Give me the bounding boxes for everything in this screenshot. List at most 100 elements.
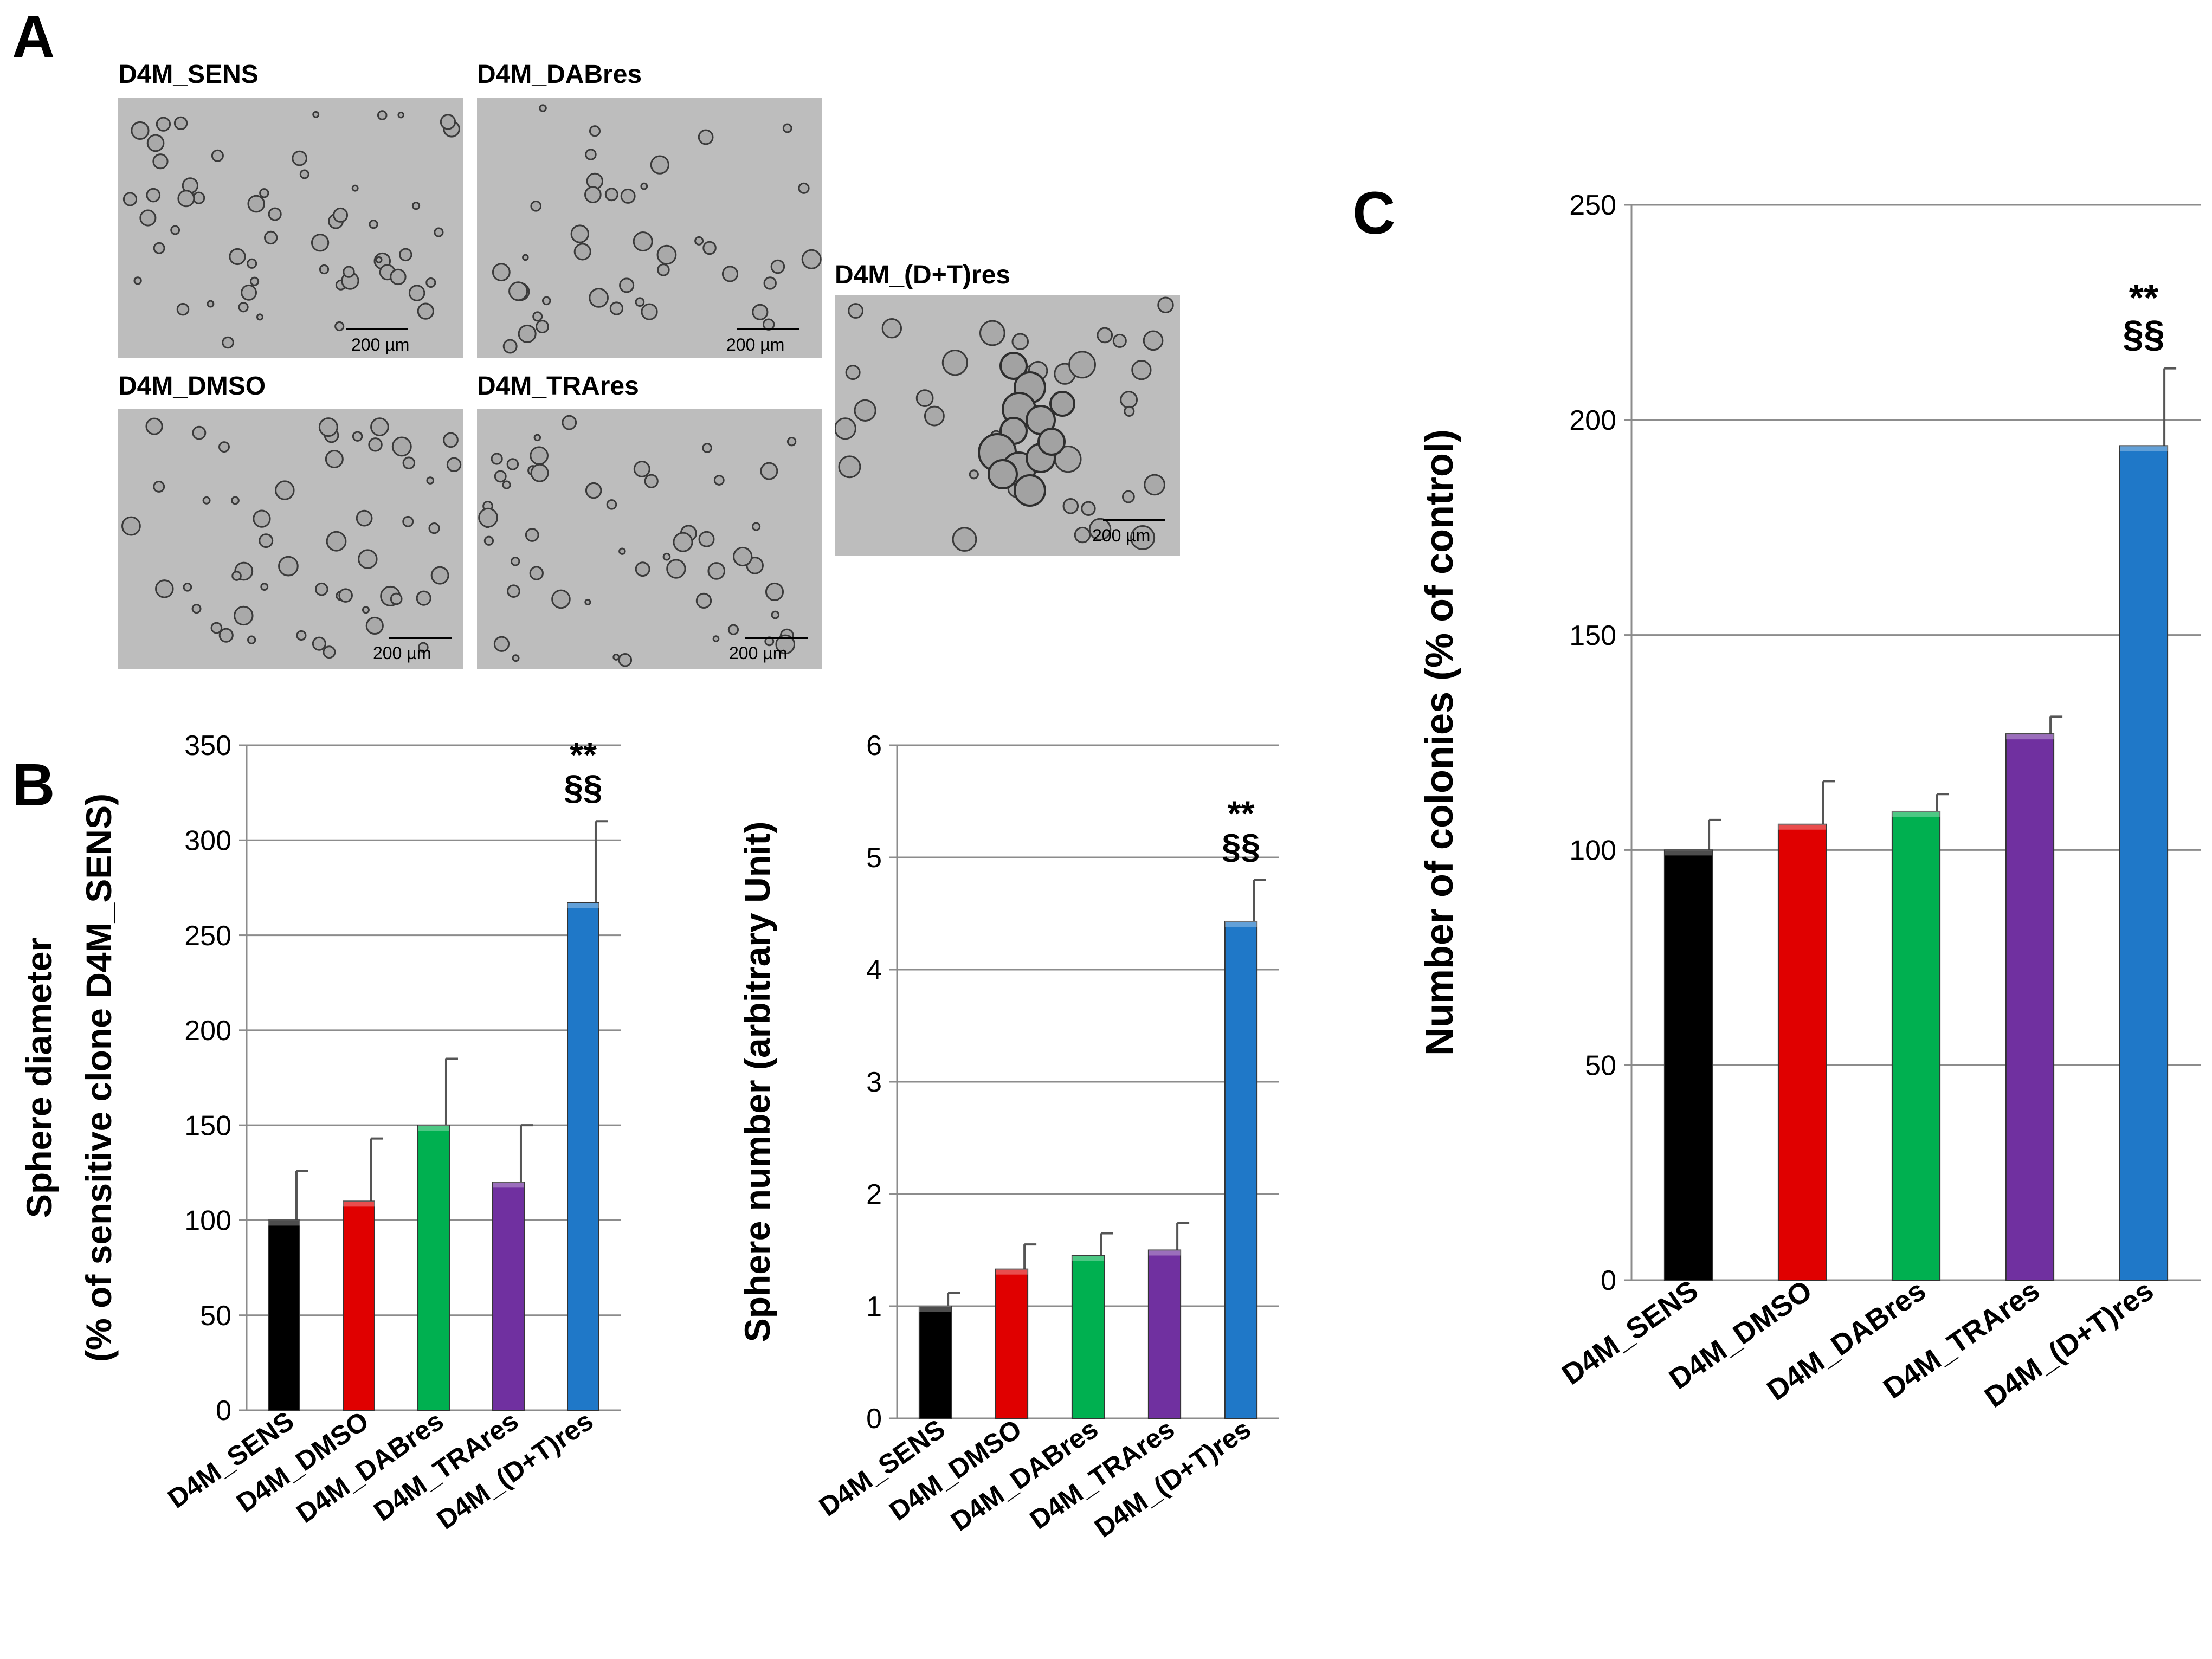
cell-sphere	[152, 153, 169, 170]
bar	[1777, 823, 1827, 1281]
significance-marker: **	[2129, 276, 2159, 319]
y-tick-label: 0	[216, 1395, 231, 1426]
cell-sphere	[512, 654, 520, 662]
cell-sphere	[536, 320, 549, 334]
cell-sphere	[838, 455, 861, 479]
micrograph-label-dabres: D4M_DABres	[477, 60, 642, 89]
y-tick-label: 0	[866, 1403, 882, 1435]
cell-sphere	[229, 248, 246, 266]
cell-sphere	[530, 463, 549, 482]
cell-sphere	[1081, 501, 1096, 516]
bar	[343, 1200, 375, 1411]
cell-sphere	[801, 249, 822, 269]
significance-marker: §§	[1222, 827, 1260, 866]
cell-sphere	[666, 559, 686, 579]
cell-sphere	[326, 531, 347, 552]
cell-sphere	[620, 188, 636, 204]
cell-sphere	[952, 527, 977, 552]
cell-sphere	[256, 313, 264, 321]
cell-sphere	[618, 547, 626, 555]
cell-sphere	[207, 300, 215, 308]
cell-sphere	[417, 302, 434, 320]
cell-sphere	[845, 365, 861, 380]
cell-sphere	[426, 476, 435, 485]
cell-sphere	[541, 296, 551, 306]
cell-sphere	[268, 207, 282, 221]
cell-sphere	[1062, 498, 1079, 514]
panel-a-letter: A	[12, 4, 55, 70]
cell-sphere	[343, 266, 355, 278]
cell-sphere	[713, 475, 725, 486]
cell-sphere	[275, 480, 295, 500]
cell-sphere	[483, 535, 494, 546]
bar-highlight	[493, 1182, 524, 1188]
cell-sphere	[234, 605, 254, 626]
y-tick-label: 350	[184, 730, 231, 761]
scale-bar	[346, 328, 408, 330]
cell-sphere	[752, 522, 761, 531]
cell-sphere	[721, 266, 739, 282]
cell-cluster	[1037, 428, 1066, 456]
scale-bar-label: 200 µm	[373, 643, 431, 663]
cell-sphere	[259, 188, 269, 198]
cell-sphere	[533, 434, 541, 442]
cell-sphere	[173, 116, 188, 131]
cell-sphere	[177, 190, 195, 208]
bar	[1663, 849, 1713, 1281]
cell-sphere	[122, 192, 138, 206]
cell-sphere	[145, 417, 163, 435]
cell-cluster	[999, 352, 1028, 380]
cell-sphere	[525, 528, 539, 542]
cell-sphere	[979, 320, 1005, 346]
cell-sphere	[247, 635, 256, 644]
cell-sphere	[702, 241, 717, 255]
cell-sphere	[377, 110, 388, 120]
cell-sphere	[365, 616, 384, 635]
cell-sphere	[446, 457, 462, 473]
cell-sphere	[210, 622, 223, 634]
significance-marker: **	[570, 735, 597, 774]
cell-sphere	[491, 453, 503, 465]
cell-sphere	[551, 589, 571, 609]
y-tick-label: 6	[866, 730, 882, 761]
scale-bar-label: 200 µm	[729, 643, 788, 663]
cell-sphere	[318, 417, 338, 437]
scale-bar	[389, 637, 452, 639]
cell-sphere	[434, 227, 444, 237]
cell-sphere	[259, 533, 274, 548]
cell-sphere	[529, 566, 544, 580]
cell-sphere	[146, 134, 165, 152]
y-tick-label: 200	[1569, 405, 1616, 436]
cell-sphere	[418, 642, 429, 653]
y-tick-label: 250	[1569, 190, 1616, 221]
cell-sphere	[606, 499, 617, 510]
micrograph-label-dtres: D4M_(D+T)res	[835, 261, 1011, 289]
cell-sphere	[241, 284, 257, 301]
cell-sphere	[250, 276, 260, 286]
y-tick-label: 5	[866, 842, 882, 874]
cell-sphere	[641, 303, 658, 320]
micrograph-dmso-art	[118, 409, 463, 669]
cell-sphere	[644, 474, 659, 488]
cell-sphere	[633, 231, 653, 252]
cell-sphere	[278, 556, 299, 577]
bar-highlight	[1148, 1250, 1181, 1256]
bar	[1224, 920, 1258, 1419]
y-tick-label: 200	[184, 1015, 231, 1047]
cell-sphere	[222, 336, 234, 349]
cell-sphere	[518, 324, 537, 343]
bar	[567, 902, 599, 1411]
chart-1: 050100150200250300350D4M_SENSD4M_DMSOD4M…	[19, 730, 621, 1535]
cell-sphere	[238, 302, 249, 313]
cell-sphere	[775, 634, 796, 655]
cell-sphere	[494, 470, 507, 483]
cell-sphere	[299, 169, 309, 179]
cell-sphere	[170, 225, 180, 235]
cell-sphere	[131, 121, 150, 140]
cell-sphere	[352, 431, 363, 442]
bar-highlight	[343, 1201, 375, 1207]
cell-sphere	[311, 234, 330, 252]
cell-sphere	[532, 311, 543, 322]
scale-bar	[1103, 519, 1165, 521]
cell-sphere	[146, 188, 161, 203]
